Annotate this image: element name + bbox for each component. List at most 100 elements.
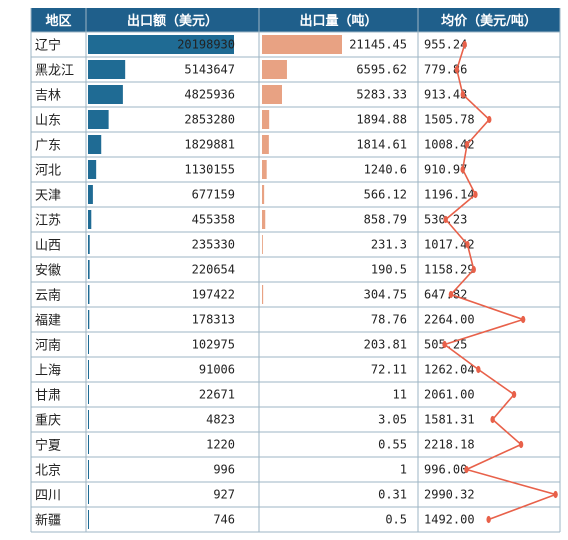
export-value-bar [88,310,90,329]
export-volume-bar [262,135,269,154]
region-label: 辽宁 [35,38,61,54]
export-volume-bar [262,60,287,79]
region-label: 甘肃 [35,389,61,404]
export-value-bar [88,160,97,179]
avg-price-point [454,65,460,74]
export-volume-text: 1240.6 [364,163,407,177]
export-value-text: 102975 [192,338,235,352]
export-volume-text: 1894.88 [356,113,407,127]
header-avg-price: 均价（美元/吨） [441,13,537,29]
export-volume-text: 190.5 [371,263,407,277]
export-value-bar [88,360,89,379]
export-volume-bar [262,235,263,254]
export-value-text: 677159 [192,188,235,202]
export-value-bar [88,60,126,79]
avg-price-text: 2990.32 [424,488,475,502]
export-volume-text: 304.75 [364,288,407,302]
export-value-bar [88,185,93,204]
export-volume-bar [262,185,265,204]
avg-price-point [520,315,526,324]
export-value-bar [88,335,89,354]
export-value-text: 5143647 [184,63,235,77]
export-value-text: 455358 [192,213,235,227]
export-volume-text: 566.12 [364,188,407,202]
export-value-text: 996 [213,463,235,477]
export-value-bar [88,510,89,529]
region-label: 北京 [35,464,61,479]
avg-price-point [442,340,447,349]
header-export-value: 出口额（美元） [127,13,218,29]
region-label: 吉林 [35,89,61,104]
export-value-text: 22671 [199,388,235,402]
export-volume-text: 0.55 [378,438,407,452]
export-volume-bar [262,160,267,179]
export-value-bar [88,210,92,229]
avg-price-point [511,390,517,399]
export-volume-bar [262,35,342,54]
export-value-bar [88,35,234,54]
avg-price-text: 996.00 [424,463,467,477]
export-value-text: 197422 [192,288,235,302]
export-value-bar [88,485,89,504]
region-label: 新疆 [35,513,61,529]
avg-price-text: 1158.29 [424,263,475,277]
export-volume-text: 3.05 [378,413,407,427]
avg-price-text: 2061.00 [424,388,475,402]
region-label: 河北 [35,164,61,179]
avg-price-point [490,415,495,424]
avg-price-point [486,515,491,524]
export-volume-bar [262,110,270,129]
export-value-text: 746 [213,513,235,527]
export-value-bar [88,260,90,279]
avg-price-text: 779.86 [424,63,467,77]
export-volume-text: 72.11 [371,363,407,377]
region-label: 黑龙江 [35,64,74,79]
avg-price-point [518,440,524,449]
export-volume-text: 231.3 [371,238,407,252]
avg-price-point [460,90,465,99]
export-volume-text: 858.79 [364,213,407,227]
export-value-bar [88,110,109,129]
region-label: 上海 [35,364,61,379]
export-volume-text: 203.81 [364,338,407,352]
export-value-bar [88,235,90,254]
export-volume-text: 5283.33 [356,88,407,102]
export-volume-bar [262,85,282,104]
export-value-text: 1829881 [184,138,235,152]
avg-price-text: 1008.42 [424,138,475,152]
region-label: 山东 [35,114,61,129]
avg-price-text: 955.24 [424,38,467,52]
export-value-text: 4823 [206,413,235,427]
avg-price-text: 1017.42 [424,238,475,252]
export-value-text: 1220 [206,438,235,452]
export-value-text: 4825936 [184,88,235,102]
region-label: 宁夏 [35,438,61,454]
export-value-bar [88,85,123,104]
region-label: 河南 [35,338,61,354]
export-value-text: 927 [213,488,235,502]
export-value-bar [88,410,89,429]
export-volume-text: 0.31 [378,488,407,502]
avg-price-point [462,40,467,49]
export-volume-bar [262,285,264,304]
export-volume-text: 1 [400,463,407,477]
avg-price-point [553,490,558,499]
avg-price-point [464,140,470,149]
export-volume-text: 6595.62 [356,63,407,77]
export-volume-text: 78.76 [371,313,407,327]
export-value-text: 178313 [192,313,235,327]
region-label: 山西 [35,239,61,254]
avg-price-point [448,290,454,299]
region-label: 天津 [35,189,61,204]
header-row [31,8,560,32]
export-value-bar [88,385,89,404]
avg-price-point [443,215,448,224]
avg-price-point [464,465,469,474]
header-region: 地区 [45,13,71,29]
export-value-bar [88,285,90,304]
avg-price-point [473,190,478,199]
export-volume-text: 11 [393,388,407,402]
avg-price-text: 2218.18 [424,438,475,452]
export-value-bar [88,460,89,479]
